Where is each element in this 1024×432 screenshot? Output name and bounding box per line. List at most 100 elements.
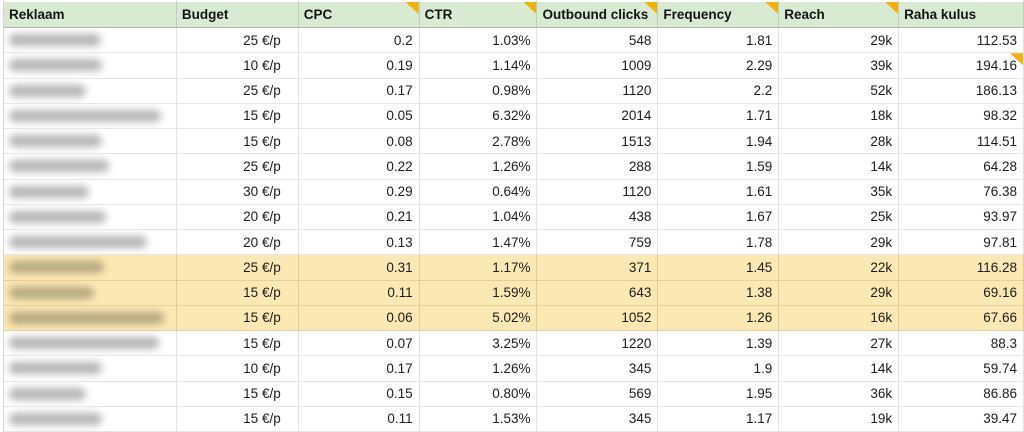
cell-budget[interactable]: 15 €/p [176,381,299,407]
cell-reach[interactable]: 29k [779,230,900,256]
cell-ctr[interactable]: 1.59% [419,280,538,306]
cell-frequency[interactable]: 1.39 [658,331,780,357]
cell-budget[interactable]: 20 €/p [176,230,299,256]
cell-reklaam[interactable] [4,356,177,382]
cell-frequency[interactable]: 1.59 [658,154,780,180]
cell-raha-kulus[interactable]: 114.51 [899,129,1024,155]
cell-budget[interactable]: 25 €/p [176,78,299,104]
header-cell-frequency[interactable]: Frequency [658,2,780,28]
cell-raha-kulus[interactable]: 88.3 [899,331,1024,357]
cell-reklaam[interactable] [4,129,177,155]
cell-reach[interactable]: 39k [779,53,900,79]
cell-reklaam[interactable] [4,53,177,79]
cell-frequency[interactable]: 1.38 [658,280,780,306]
cell-budget[interactable]: 25 €/p [176,255,299,281]
cell-frequency[interactable]: 1.95 [658,381,780,407]
cell-frequency[interactable]: 1.67 [658,204,780,230]
header-cell-reach[interactable]: Reach [779,2,900,28]
cell-reklaam[interactable] [4,381,177,407]
header-cell-outbound-clicks[interactable]: Outbound clicks [537,2,659,28]
cell-outbound-clicks[interactable]: 548 [537,28,659,54]
header-cell-reklaam[interactable]: Reklaam [4,2,177,28]
cell-ctr[interactable]: 1.53% [419,406,538,432]
cell-budget[interactable]: 10 €/p [176,53,299,79]
cell-budget[interactable]: 15 €/p [176,406,299,432]
cell-reklaam[interactable] [4,103,177,129]
cell-raha-kulus[interactable]: 64.28 [899,154,1024,180]
header-cell-raha-kulus[interactable]: Raha kulus [899,2,1024,28]
cell-outbound-clicks[interactable]: 1120 [537,179,659,205]
cell-budget[interactable]: 15 €/p [176,305,299,331]
cell-reklaam[interactable] [4,204,177,230]
cell-outbound-clicks[interactable]: 1009 [537,53,659,79]
cell-budget[interactable]: 15 €/p [176,129,299,155]
cell-reklaam[interactable] [4,280,177,306]
cell-cpc[interactable]: 0.05 [298,103,420,129]
cell-cpc[interactable]: 0.06 [298,305,420,331]
cell-reklaam[interactable] [4,305,177,331]
cell-raha-kulus[interactable]: 93.97 [899,204,1024,230]
cell-reach[interactable]: 19k [779,406,900,432]
cell-cpc[interactable]: 0.11 [298,406,420,432]
cell-reach[interactable]: 14k [779,154,900,180]
cell-reach[interactable]: 36k [779,381,900,407]
cell-reach[interactable]: 29k [779,28,900,54]
cell-outbound-clicks[interactable]: 345 [537,356,659,382]
cell-budget[interactable]: 20 €/p [176,204,299,230]
cell-frequency[interactable]: 1.17 [658,406,780,432]
cell-cpc[interactable]: 0.15 [298,381,420,407]
header-cell-budget[interactable]: Budget [176,2,299,28]
cell-ctr[interactable]: 1.14% [419,53,538,79]
cell-outbound-clicks[interactable]: 1120 [537,78,659,104]
cell-outbound-clicks[interactable]: 569 [537,381,659,407]
cell-cpc[interactable]: 0.08 [298,129,420,155]
cell-reklaam[interactable] [4,331,177,357]
cell-outbound-clicks[interactable]: 759 [537,230,659,256]
cell-outbound-clicks[interactable]: 345 [537,406,659,432]
cell-budget[interactable]: 15 €/p [176,331,299,357]
cell-ctr[interactable]: 0.64% [419,179,538,205]
cell-outbound-clicks[interactable]: 1513 [537,129,659,155]
cell-reklaam[interactable] [4,78,177,104]
cell-raha-kulus[interactable]: 67.66 [899,305,1024,331]
cell-reach[interactable]: 25k [779,204,900,230]
cell-reach[interactable]: 27k [779,331,900,357]
cell-cpc[interactable]: 0.29 [298,179,420,205]
cell-raha-kulus[interactable]: 98.32 [899,103,1024,129]
cell-frequency[interactable]: 1.45 [658,255,780,281]
cell-frequency[interactable]: 1.81 [658,28,780,54]
cell-budget[interactable]: 15 €/p [176,280,299,306]
cell-reklaam[interactable] [4,179,177,205]
cell-budget[interactable]: 25 €/p [176,154,299,180]
cell-reach[interactable]: 35k [779,179,900,205]
cell-outbound-clicks[interactable]: 438 [537,204,659,230]
cell-frequency[interactable]: 1.9 [658,356,780,382]
cell-cpc[interactable]: 0.2 [298,28,420,54]
cell-outbound-clicks[interactable]: 1052 [537,305,659,331]
cell-ctr[interactable]: 0.98% [419,78,538,104]
cell-raha-kulus[interactable]: 86.86 [899,381,1024,407]
cell-cpc[interactable]: 0.07 [298,331,420,357]
cell-frequency[interactable]: 1.71 [658,103,780,129]
cell-frequency[interactable]: 1.26 [658,305,780,331]
cell-raha-kulus[interactable]: 186.13 [899,78,1024,104]
cell-reach[interactable]: 18k [779,103,900,129]
cell-cpc[interactable]: 0.21 [298,204,420,230]
cell-outbound-clicks[interactable]: 288 [537,154,659,180]
cell-outbound-clicks[interactable]: 2014 [537,103,659,129]
cell-raha-kulus[interactable]: 116.28 [899,255,1024,281]
header-cell-ctr[interactable]: CTR [419,2,538,28]
cell-cpc[interactable]: 0.22 [298,154,420,180]
cell-reklaam[interactable] [4,154,177,180]
cell-frequency[interactable]: 1.94 [658,129,780,155]
cell-ctr[interactable]: 2.78% [419,129,538,155]
cell-reach[interactable]: 22k [779,255,900,281]
cell-frequency[interactable]: 1.61 [658,179,780,205]
cell-raha-kulus[interactable]: 194.16 [899,53,1024,79]
cell-frequency[interactable]: 2.29 [658,53,780,79]
cell-ctr[interactable]: 1.17% [419,255,538,281]
cell-ctr[interactable]: 3.25% [419,331,538,357]
cell-reach[interactable]: 28k [779,129,900,155]
cell-raha-kulus[interactable]: 112.53 [899,28,1024,54]
cell-reklaam[interactable] [4,406,177,432]
